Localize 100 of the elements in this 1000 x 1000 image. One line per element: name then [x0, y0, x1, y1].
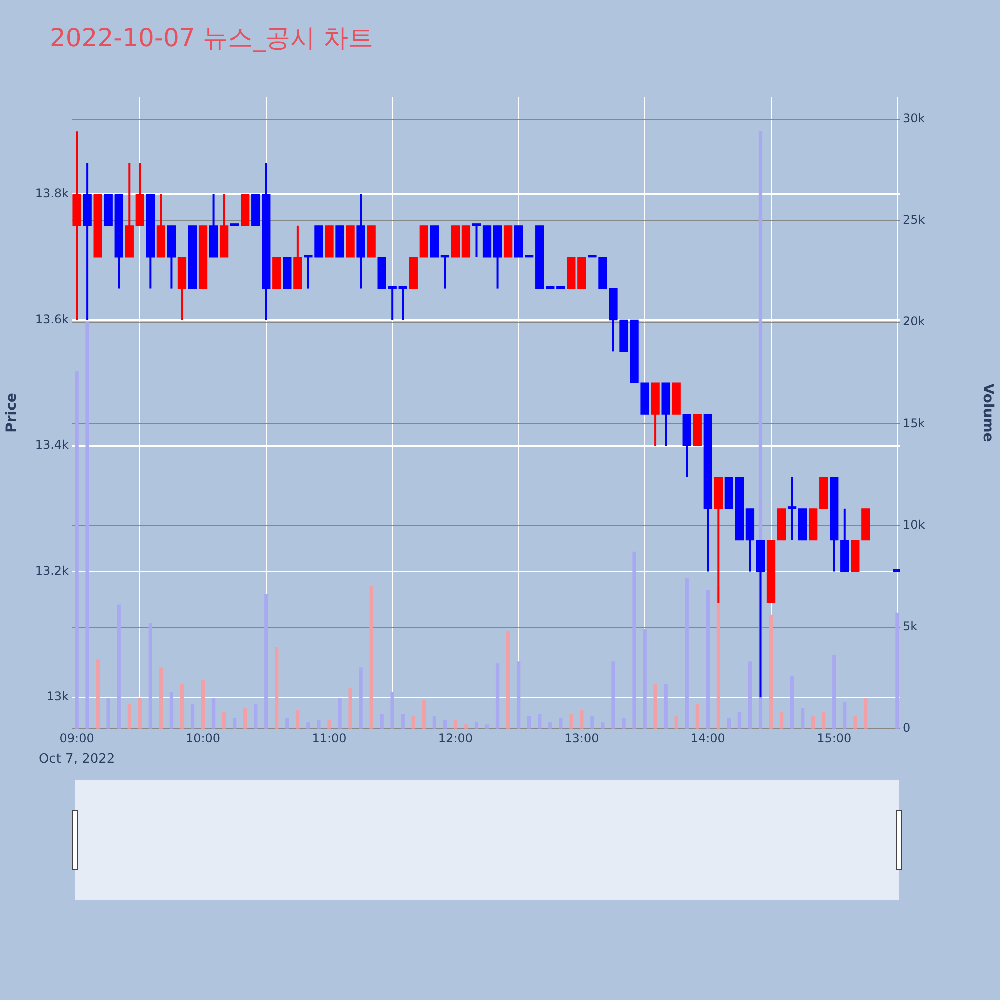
- bar: [370, 586, 374, 729]
- y2-tick-label: 0: [903, 721, 911, 736]
- candlestick: [862, 508, 870, 542]
- bar: [180, 684, 184, 729]
- bar: [800, 708, 805, 729]
- bar: [780, 712, 784, 729]
- y-tick-label: 13.6k: [35, 312, 70, 326]
- candlestick: [777, 508, 786, 542]
- bar: [570, 714, 574, 729]
- candlestick: [451, 224, 460, 258]
- x-tick-label: 10:00: [186, 731, 221, 746]
- y2-axis-title: Volume: [980, 384, 996, 442]
- candlestick: [672, 382, 681, 416]
- y2-tick-label: 10k: [903, 518, 926, 532]
- x-tick-label: 15:00: [817, 731, 852, 746]
- bar: [422, 700, 426, 729]
- bar: [96, 660, 100, 729]
- candlestick: [346, 224, 355, 258]
- y2-tick-label: 5k: [903, 620, 918, 634]
- bar: [244, 708, 248, 729]
- bar: [474, 722, 479, 729]
- y2-tick-label: 15k: [903, 416, 926, 430]
- bar: [275, 647, 279, 729]
- candlestick: [735, 477, 744, 541]
- bar: [464, 724, 468, 729]
- candlestick: [766, 540, 776, 604]
- bar: [727, 718, 732, 729]
- bar: [212, 698, 216, 729]
- y-tick-label: 13.8k: [35, 186, 70, 201]
- candlestick: [440, 255, 450, 290]
- bar: [412, 716, 416, 729]
- candlestick: [252, 194, 260, 226]
- bar: [506, 631, 510, 729]
- bar: [222, 712, 226, 729]
- candlestick: [430, 224, 439, 258]
- bar: [496, 664, 500, 729]
- bar: [454, 720, 458, 729]
- bar: [232, 718, 237, 729]
- bar: [790, 676, 794, 729]
- bar: [696, 704, 700, 729]
- bar: [201, 680, 206, 729]
- bar: [674, 716, 678, 729]
- candlestick: [420, 224, 428, 258]
- candlestick: [482, 224, 492, 258]
- candlestick: [536, 224, 544, 290]
- candlestick: [514, 224, 524, 258]
- x-tick-label: 14:00: [690, 731, 726, 746]
- bar: [811, 716, 816, 729]
- x-tick-label: 13:00: [564, 731, 600, 746]
- candlestick: [241, 194, 250, 226]
- candlestick: [798, 508, 808, 542]
- bar: [822, 712, 826, 729]
- y-axis-title: Price: [4, 393, 20, 433]
- bar: [443, 720, 448, 729]
- x-tick-label: 12:00: [438, 731, 474, 746]
- bar: [170, 692, 174, 729]
- candlestick: [104, 194, 113, 226]
- bar: [738, 712, 742, 729]
- chart-title: 2022-10-07 뉴스_공시 차트: [50, 24, 374, 52]
- bar: [296, 710, 300, 729]
- bar: [769, 614, 774, 729]
- bar: [654, 684, 658, 729]
- text: Oct 7, 2022: [38, 752, 116, 767]
- candlestick: [820, 477, 828, 510]
- candlestick: [272, 257, 282, 290]
- bar: [580, 710, 584, 729]
- candlestick: [504, 224, 513, 258]
- candlestick: [378, 257, 386, 290]
- candlestick: [94, 194, 102, 258]
- bar: [864, 698, 868, 729]
- candlestick: [851, 540, 860, 572]
- candlestick: [367, 224, 376, 258]
- y-tick-label: 13k: [46, 690, 70, 704]
- x-tick-label: 11:00: [312, 731, 347, 746]
- candlestick: [472, 224, 482, 258]
- y2-tick-label: 25k: [903, 213, 926, 228]
- y2-tick-label: 30k: [903, 111, 926, 126]
- x-tick-label: 09:00: [60, 731, 94, 746]
- bar: [485, 724, 490, 729]
- bar: [854, 716, 858, 729]
- bar: [148, 623, 153, 729]
- candlestick: [462, 224, 471, 258]
- y-tick-label: 13.4k: [35, 438, 70, 452]
- bar: [516, 662, 521, 729]
- candlestick: [808, 508, 818, 542]
- bar: [190, 704, 195, 729]
- candlestick: [283, 257, 292, 290]
- y2-tick-label: 20k: [903, 314, 926, 329]
- bar: [328, 720, 332, 729]
- bar: [159, 668, 164, 729]
- candlestick: [409, 257, 418, 290]
- candlestick: [198, 224, 208, 290]
- bar: [748, 662, 752, 729]
- candlestick: [567, 257, 576, 290]
- bar: [138, 698, 142, 729]
- candlestick: [578, 257, 586, 290]
- bar: [348, 688, 352, 729]
- y-tick-label: 13.2k: [35, 564, 70, 578]
- bar: [128, 704, 132, 729]
- candlestick: [188, 224, 198, 290]
